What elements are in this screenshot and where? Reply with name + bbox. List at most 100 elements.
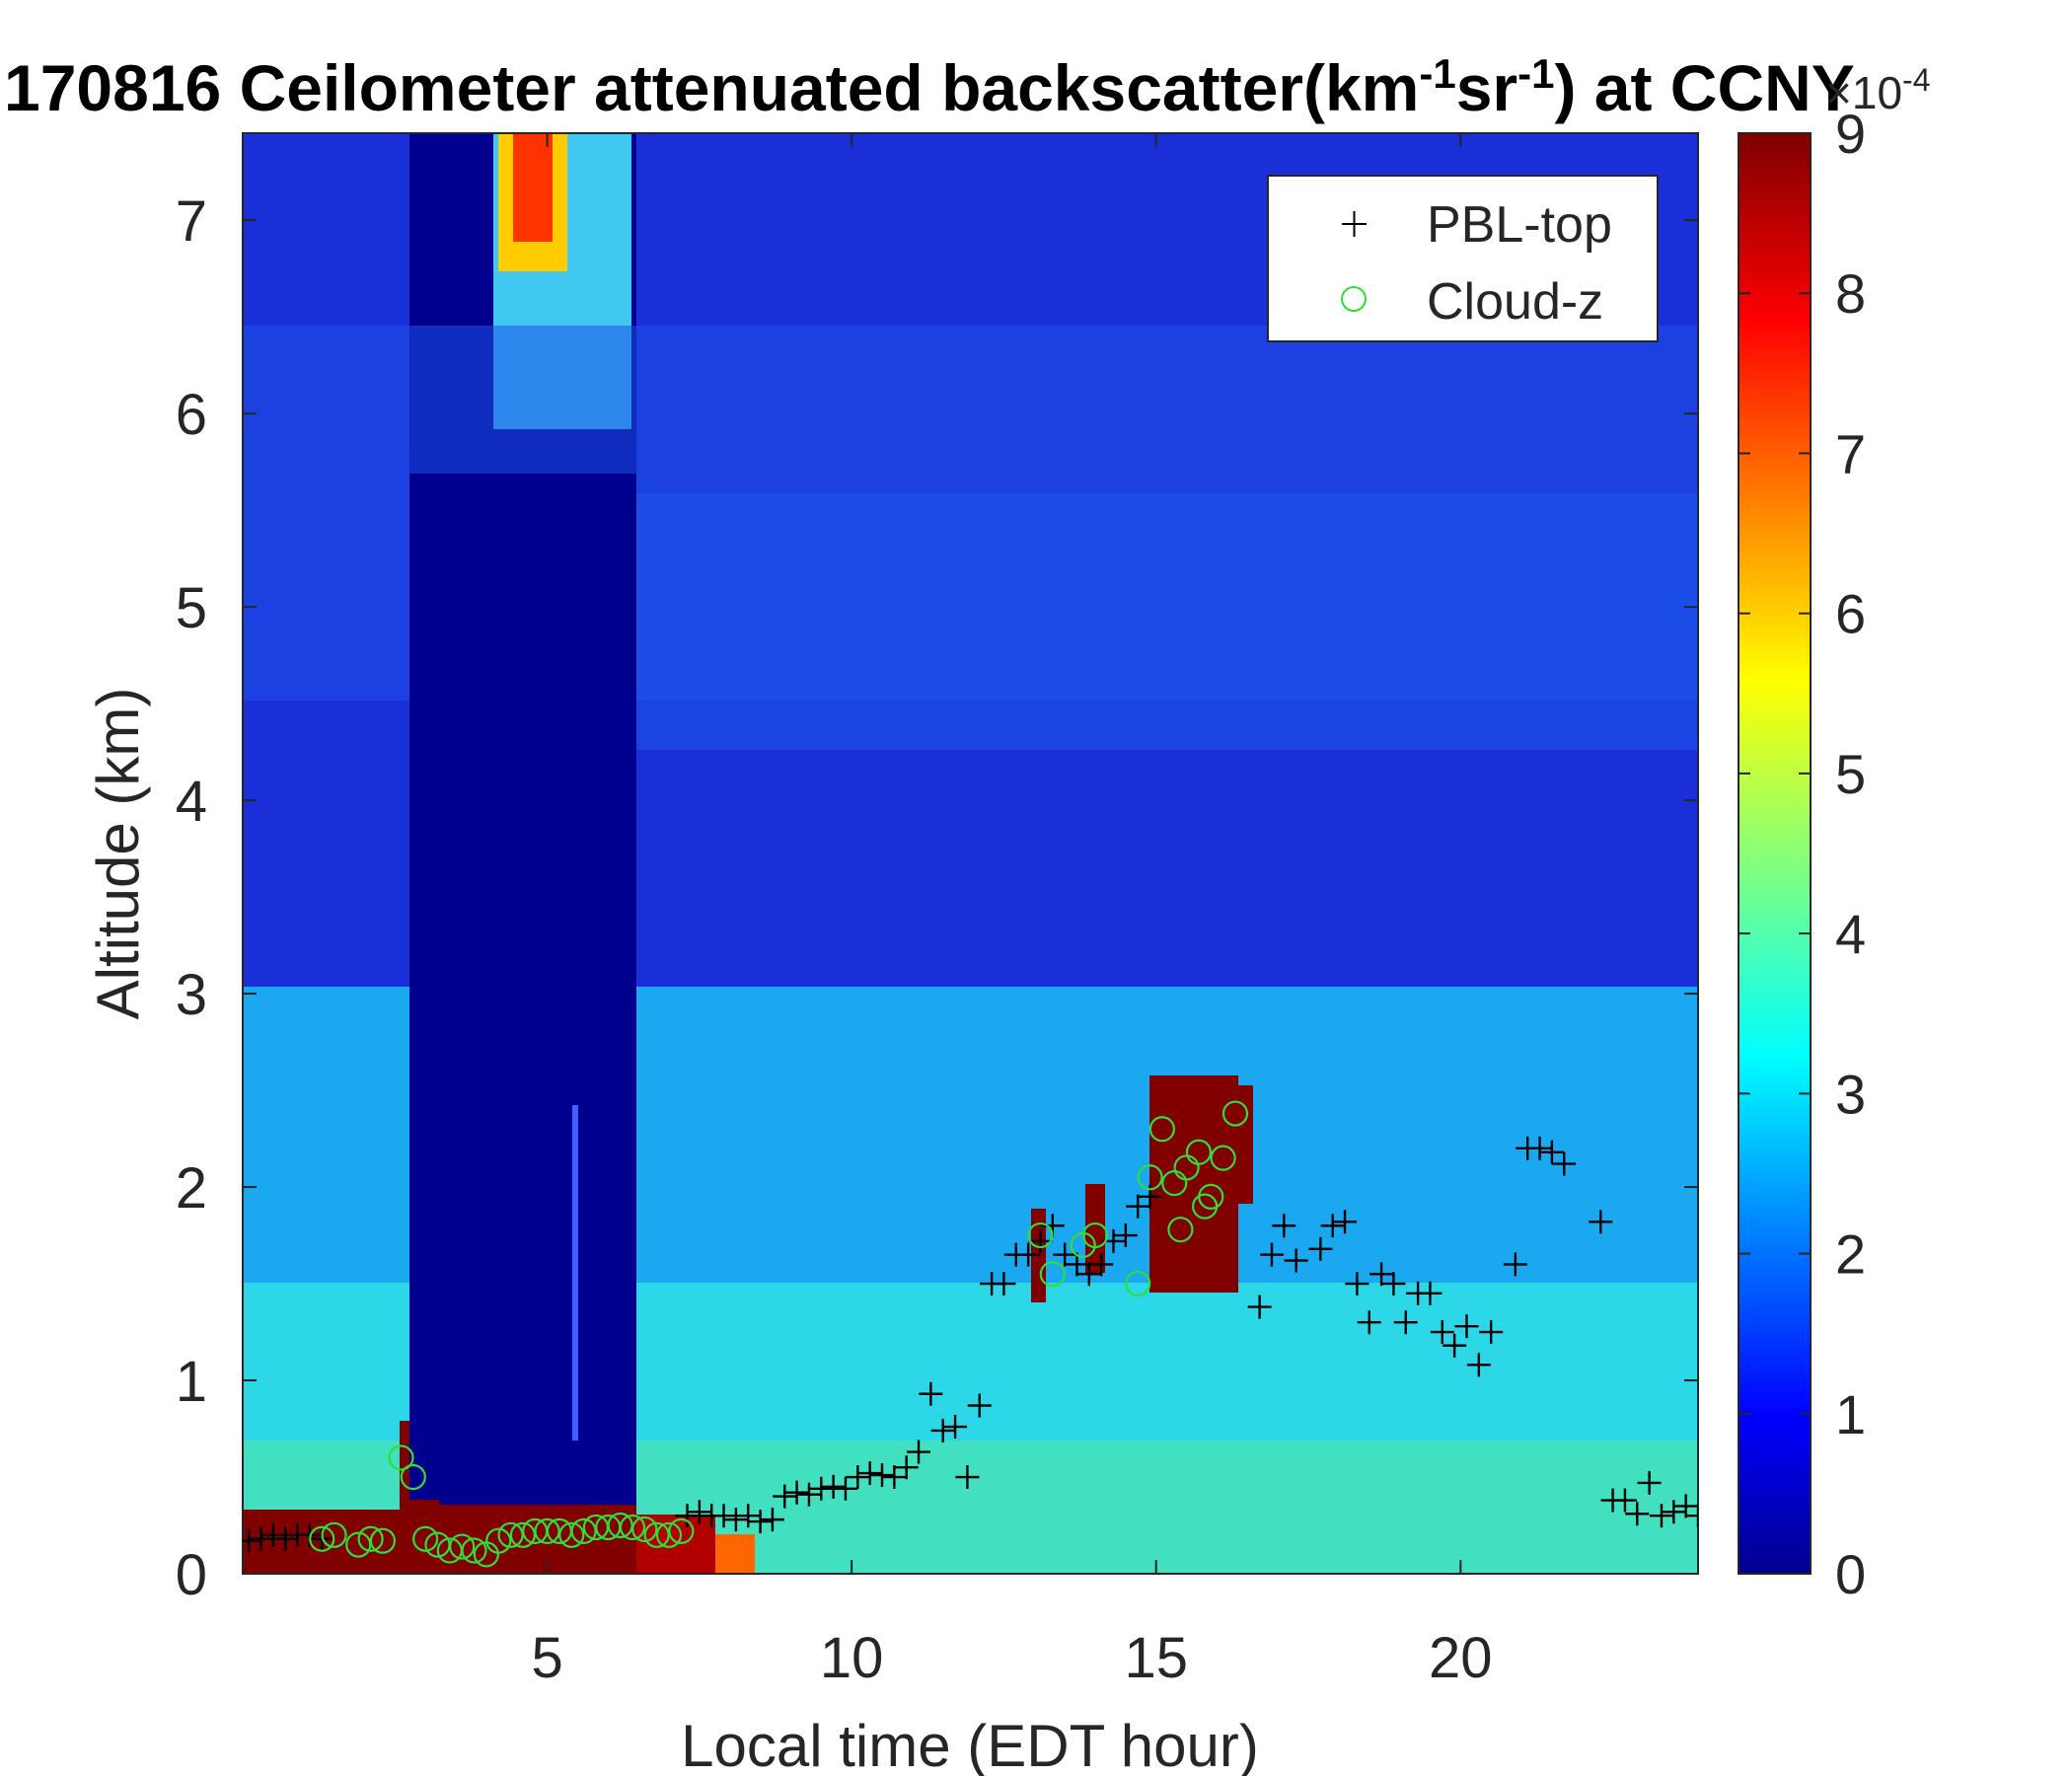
legend-marker-pbl-top [1342,211,1367,237]
pbl-top-point [907,1440,931,1464]
pbl-top-point [882,1465,907,1490]
pbl-top-point [1673,1494,1698,1518]
cloud-z-point [570,1517,597,1544]
cloud-z-point [1167,1217,1194,1243]
cloud-z-point [461,1537,487,1564]
x-tick-label: 20 [1429,1626,1493,1690]
cloud-z-point [497,1521,524,1548]
cloud-z-point [400,1463,426,1491]
pbl-top-point [711,1504,736,1528]
y-axis: 0 1 2 3 4 5 6 7 [176,189,1698,1607]
pbl-top-point [1589,1210,1613,1234]
y-tick-label: 6 [176,383,207,447]
cloud-z-point [449,1533,476,1560]
cloud-z-point [309,1525,335,1552]
pbl-top-point [870,1463,895,1488]
cloud-z-point [412,1525,439,1552]
pbl-top-point [1308,1236,1333,1261]
y-tick-label: 4 [176,770,207,834]
pbl-top-point [1612,1488,1637,1513]
pbl-top-point [1418,1281,1443,1305]
cloud-z-point [1027,1221,1054,1249]
y-tick-label: 3 [176,963,207,1027]
cloud-z-point [1185,1139,1213,1165]
legend-marker-cloud-z [1341,286,1367,312]
colorbar-tick-label: 9 [1835,103,1866,165]
legend-box [1267,175,1659,342]
pbl-top-point [992,1272,1016,1296]
cloud-z-point [1210,1145,1236,1171]
plot-area-frame [242,132,1699,1575]
legend-label-cloud-z: Cloud-z [1427,273,1603,331]
pbl-top-point [1552,1151,1577,1176]
colorbar-tick-label: 6 [1835,583,1866,645]
pbl-top-point [796,1482,821,1507]
cloud-z-point [1081,1221,1109,1249]
pbl-top-point [1686,1504,1698,1528]
pbl-top-point [675,1504,700,1528]
cloud-z-point [369,1527,397,1554]
pbl-top-point [1527,1136,1552,1160]
x-tick-label: 15 [1124,1626,1188,1690]
cloud-z-point [668,1517,695,1544]
colorbar-ticks: 0 1 2 3 4 5 6 7 8 9 [1739,103,1866,1605]
pbl-top-point [1016,1242,1041,1267]
pbl-top-point [1625,1502,1650,1526]
pbl-top-point [736,1504,761,1528]
pbl-top-point [1430,1320,1454,1345]
cloud-z-point [643,1521,670,1548]
pbl-top-point [1076,1262,1101,1287]
cloud-z-point [321,1521,347,1548]
pbl-top-point [1247,1295,1272,1319]
pbl-top-point [784,1480,809,1505]
x-tick-label: 10 [820,1626,884,1690]
y-tick-label: 7 [176,189,207,254]
colorbar-gradient [1738,132,1812,1575]
pbl-top-point [894,1455,919,1480]
chart-title: 170816 Ceilometer attenuated backscatter… [4,50,1855,125]
y-axis-label: Altitude (km) [85,688,151,1020]
cloud-z-point [1221,1100,1249,1127]
cloud-z-point [1148,1116,1176,1143]
pbl-top-point [273,1526,298,1551]
cloud-z-point [485,1527,512,1554]
pbl-top-point [857,1461,882,1486]
y-tick-label: 5 [176,576,207,640]
legend-label-pbl-top: PBL-top [1427,196,1612,254]
pbl-top-point [773,1484,797,1509]
y-tick-label: 0 [176,1543,207,1607]
cloud-z-point [655,1521,683,1548]
pbl-top-point [1284,1248,1308,1273]
x-axis: 5 10 15 20 [531,133,1493,1690]
pbl-top-point [967,1393,992,1418]
pbl-top-point [1333,1210,1358,1234]
pbl-top-point [1320,1214,1345,1238]
colorbar-tick-label: 8 [1835,262,1866,325]
pbl-top-point [1272,1214,1296,1238]
pbl-top-point [760,1508,784,1532]
cloud-z-point [619,1514,646,1541]
cloud-z-point [1125,1270,1151,1297]
colorbar: 0 1 2 3 4 5 6 7 8 9 ×10-4 [1738,62,1930,1605]
x-tick-label: 5 [531,1626,562,1690]
cloud-z-point [388,1444,414,1471]
cloud-z-point [345,1531,372,1558]
pbl-top-point [1503,1252,1527,1277]
cloud-z-point [1137,1164,1163,1191]
pbl-top-point [243,1528,261,1553]
colorbar-tick-label: 7 [1835,422,1866,484]
cloud-z-point [631,1516,658,1543]
pbl-top-point [1028,1228,1053,1253]
pbl-top-point [1393,1310,1418,1335]
pbl-top-point [809,1476,834,1501]
pbl-top-point [1637,1470,1662,1495]
pbl-top-point [1113,1223,1138,1248]
pbl-top-point [1259,1242,1284,1267]
pbl-top-point [1649,1504,1673,1528]
cloud-z-point [1039,1261,1066,1288]
pbl-top-point [930,1418,955,1443]
pbl-top-point [687,1500,711,1524]
pbl-top-point [846,1465,870,1490]
backscatter-heatmap [243,133,1698,1574]
